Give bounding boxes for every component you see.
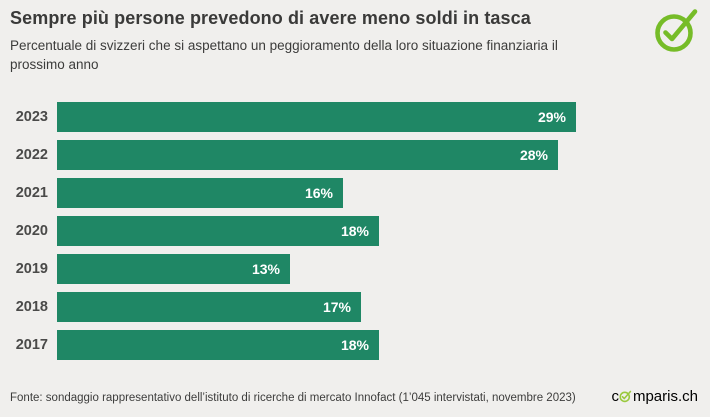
brand-text-suffix: mparis.ch	[632, 388, 698, 405]
bar-row: 2018 17%	[0, 292, 710, 322]
chart-subtitle-line1: Percentuale di svizzeri che si aspettano…	[10, 38, 558, 53]
bar-value-label: 29%	[537, 109, 566, 125]
year-label: 2019	[15, 261, 48, 277]
bar-value-label: 13%	[251, 261, 280, 277]
bar: 16%	[57, 178, 343, 208]
bar-track: 18%	[57, 216, 710, 246]
bar-row: 2021 16%	[0, 178, 710, 208]
chart-subtitle: Percentuale di svizzeri che si aspettano…	[10, 36, 640, 74]
bar-track: 16%	[57, 178, 710, 208]
bar: 18%	[57, 330, 379, 360]
comparis-check-circle-icon	[619, 390, 632, 403]
year-label: 2020	[15, 223, 48, 239]
bar: 17%	[57, 292, 361, 322]
bar-track: 29%	[57, 102, 710, 132]
bar-row: 2019 13%	[0, 254, 710, 284]
chart-subtitle-line2: prossimo anno	[10, 57, 99, 72]
year-label: 2022	[15, 147, 48, 163]
bar-track: 17%	[57, 292, 710, 322]
source-note: Fonte: sondaggio rappresentativo dell’is…	[10, 392, 576, 404]
bar: 28%	[57, 140, 558, 170]
bar-row: 2023 29%	[0, 102, 710, 132]
header: Sempre più persone prevedono di avere me…	[10, 8, 640, 74]
year-label: 2023	[15, 109, 48, 125]
year-label: 2017	[15, 337, 48, 353]
bar-track: 28%	[57, 140, 710, 170]
bar-chart: 2023 29% 2022 28% 2021 16% 2020 18% 2019 13% 2018 1…	[0, 102, 710, 368]
year-label: 2021	[15, 185, 48, 201]
bar: 18%	[57, 216, 379, 246]
bar: 29%	[57, 102, 576, 132]
footer: Fonte: sondaggio rappresentativo dell’is…	[10, 389, 698, 404]
chart-title: Sempre più persone prevedono di avere me…	[10, 8, 531, 28]
bar-row: 2022 28%	[0, 140, 710, 170]
bar-value-label: 16%	[304, 185, 333, 201]
bar-row: 2020 18%	[0, 216, 710, 246]
bar-track: 13%	[57, 254, 710, 284]
bar-value-label: 18%	[340, 337, 369, 353]
bar-track: 18%	[57, 330, 710, 360]
bar-value-label: 17%	[322, 299, 351, 315]
brand-text-prefix: c	[611, 388, 619, 405]
bar: 13%	[57, 254, 290, 284]
bar-value-label: 28%	[519, 147, 548, 163]
year-label: 2018	[15, 299, 48, 315]
comparis-wordmark: c mparis.ch	[611, 389, 698, 404]
bar-value-label: 18%	[340, 223, 369, 239]
comparis-check-circle-icon	[655, 9, 698, 52]
bar-row: 2017 18%	[0, 330, 710, 360]
